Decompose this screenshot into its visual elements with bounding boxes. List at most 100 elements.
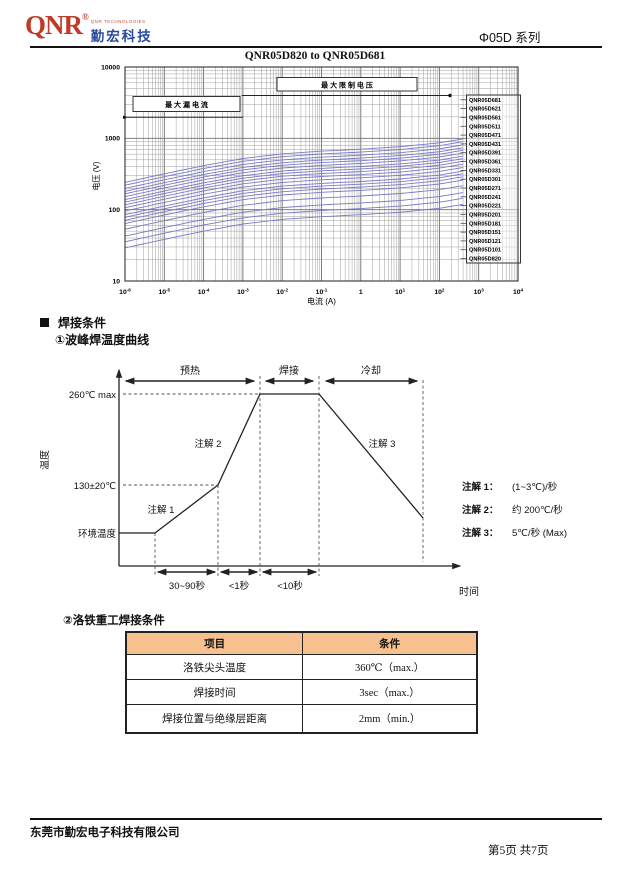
logo-subtext: QNR TECHNOLOGIES 勤宏科技 bbox=[91, 19, 153, 45]
legend-item: QNR05D271 bbox=[469, 186, 501, 192]
vi-curve-QNR05D181 bbox=[124, 179, 464, 225]
legend-item: QNR05D221 bbox=[469, 204, 501, 210]
note-1-label: 注解 1： bbox=[462, 481, 499, 493]
logo-tagline: QNR TECHNOLOGIES bbox=[90, 19, 146, 24]
cell-item-distance: 焊接位置与绝缘层距离 bbox=[125, 704, 304, 734]
table-header-item: 项目 bbox=[125, 631, 304, 655]
page-number: 第5页 共7页 bbox=[488, 845, 549, 857]
table-row: 洛铁尖头温度 360℃（max.） bbox=[125, 654, 478, 680]
y-axis-label: 电压 (V) bbox=[91, 161, 101, 190]
temperature-curve bbox=[119, 393, 424, 534]
table-header-condition: 条件 bbox=[302, 631, 478, 655]
legend-item: QNR05D820 bbox=[469, 257, 501, 263]
duration-label-2: <1秒 bbox=[229, 580, 250, 592]
temp-x-axis-label: 时间 bbox=[459, 585, 479, 598]
note-1-value: (1~3℃)/秒 bbox=[512, 481, 558, 493]
cell-item-solder-time: 焊接时间 bbox=[125, 679, 304, 705]
note-3-label: 注解 3： bbox=[462, 527, 499, 539]
footer-rule bbox=[30, 818, 602, 820]
logo-qnr-text: QNR® bbox=[25, 10, 89, 40]
temperature-profile-diagram: 预热 焊接 冷却 260℃ max 130±20℃ 环境温度 注解 1 注解 2… bbox=[40, 364, 479, 598]
legend-item: QNR05D301 bbox=[469, 177, 501, 183]
vi-curve-QNR05D621 bbox=[124, 141, 464, 186]
curve-note-3: 注解 3 bbox=[369, 438, 396, 450]
vi-curve-QNR05D301 bbox=[124, 163, 464, 209]
x-axis-label: 电流 (A) bbox=[307, 296, 336, 306]
vi-curve-QNR05D431 bbox=[124, 152, 464, 198]
footer-company: 东莞市勤宏电子科技有限公司 bbox=[30, 827, 180, 839]
vi-curve-QNR05D121 bbox=[124, 192, 464, 237]
legend-item: QNR05D121 bbox=[469, 239, 501, 245]
vi-curve-QNR05D471 bbox=[124, 149, 464, 195]
vi-curve-QNR05D221 bbox=[124, 173, 464, 218]
x-tick-label: 10-1 bbox=[316, 287, 328, 296]
x-tick-label: 10-3 bbox=[237, 287, 249, 296]
legend-item: QNR05D391 bbox=[469, 151, 501, 157]
solder-conditions-table: 项目 条件 洛铁尖头温度 360℃（max.） 焊接时间 3sec（max.） … bbox=[125, 631, 478, 734]
y-tick-label: 1000 bbox=[105, 136, 120, 143]
max-limit-voltage-dot bbox=[448, 93, 452, 98]
vi-curve-QNR05D201 bbox=[124, 176, 464, 221]
dashed-guides-horizontal bbox=[123, 393, 259, 486]
plot-border bbox=[124, 66, 519, 282]
legend-item: QNR05D361 bbox=[469, 160, 501, 166]
vi-curve-QNR05D331 bbox=[124, 160, 464, 206]
x-tick-label: 104 bbox=[513, 287, 524, 296]
registered-mark-icon: ® bbox=[82, 12, 89, 22]
x-tick-label: 101 bbox=[395, 287, 406, 296]
duration-label-1: 30~90秒 bbox=[169, 580, 206, 592]
legend-box bbox=[466, 94, 521, 264]
phase-label-cooling: 冷却 bbox=[361, 364, 381, 377]
vi-curve-QNR05D101 bbox=[124, 197, 464, 243]
x-tick-label: 10-2 bbox=[276, 287, 288, 296]
vi-curve-QNR05D681 bbox=[124, 138, 464, 183]
table-row: 焊接位置与绝缘层距离 2mm（min.） bbox=[125, 704, 478, 734]
phase-label-preheat: 预热 bbox=[180, 364, 200, 377]
section-heading-soldering: 焊接条件 bbox=[40, 314, 106, 331]
vi-curve-QNR05D151 bbox=[124, 185, 464, 230]
level-label-ambient: 环境温度 bbox=[78, 528, 117, 540]
table-header-row: 项目 条件 bbox=[125, 631, 478, 655]
dashed-guides-vertical bbox=[154, 376, 424, 576]
x-tick-label: 102 bbox=[434, 287, 445, 296]
logo-chinese-name: 勤宏科技 bbox=[90, 29, 153, 44]
legend-item: QNR05D201 bbox=[469, 212, 501, 218]
note-2-label: 注解 2： bbox=[462, 504, 499, 516]
y-tick-label: 10 bbox=[112, 278, 120, 285]
max-leakage-current-label: 最 大 漏 电 流 bbox=[165, 100, 208, 109]
cell-cond-distance: 2mm（min.） bbox=[302, 704, 478, 734]
x-tick-label: 10-6 bbox=[119, 287, 131, 296]
max-leakage-current-box bbox=[132, 96, 241, 112]
series-label: Φ05D 系列 bbox=[479, 31, 541, 45]
curve-note-1: 注解 1 bbox=[148, 504, 175, 516]
vi-curve-QNR05D511 bbox=[124, 147, 464, 192]
legend-item: QNR05D431 bbox=[469, 142, 501, 148]
y-tick-label: 100 bbox=[109, 207, 121, 214]
level-label-peak: 260℃ max bbox=[69, 390, 116, 401]
note-3-value: 5℃/秒 (Max) bbox=[512, 527, 568, 539]
legend-item: QNR05D561 bbox=[469, 115, 501, 121]
x-tick-label: 103 bbox=[474, 287, 485, 296]
vi-curve-QNR05D561 bbox=[124, 144, 464, 189]
legend-item: QNR05D471 bbox=[469, 133, 501, 139]
legend-item: QNR05D331 bbox=[469, 168, 501, 174]
x-tick-label: 1 bbox=[359, 289, 363, 296]
vi-curve-QNR05D241 bbox=[124, 170, 464, 216]
note-row-2: 注解 2： 约 200℃/秒 bbox=[462, 497, 567, 520]
legend-item: QNR05D151 bbox=[469, 230, 501, 236]
legend-item: QNR05D181 bbox=[469, 221, 501, 227]
x-tick-label: 10-5 bbox=[158, 287, 170, 296]
header-rule bbox=[30, 46, 602, 48]
phase-label-solder: 焊接 bbox=[279, 364, 299, 377]
level-label-mid: 130±20℃ bbox=[74, 481, 117, 492]
duration-label-3: <10秒 bbox=[277, 580, 303, 592]
max-limit-voltage-box bbox=[276, 77, 418, 92]
cell-item-tip-temp: 洛铁尖头温度 bbox=[125, 654, 304, 680]
x-tick-label: 10-4 bbox=[198, 287, 210, 296]
note-row-1: 注解 1： (1~3℃)/秒 bbox=[462, 474, 567, 497]
max-limit-voltage-label: 最 大 限 制 电 压 bbox=[321, 81, 373, 90]
note-2-value: 约 200℃/秒 bbox=[512, 504, 563, 516]
vi-curve-QNR05D820 bbox=[124, 203, 464, 249]
company-logo: QNR® QNR TECHNOLOGIES 勤宏科技 bbox=[25, 12, 153, 45]
